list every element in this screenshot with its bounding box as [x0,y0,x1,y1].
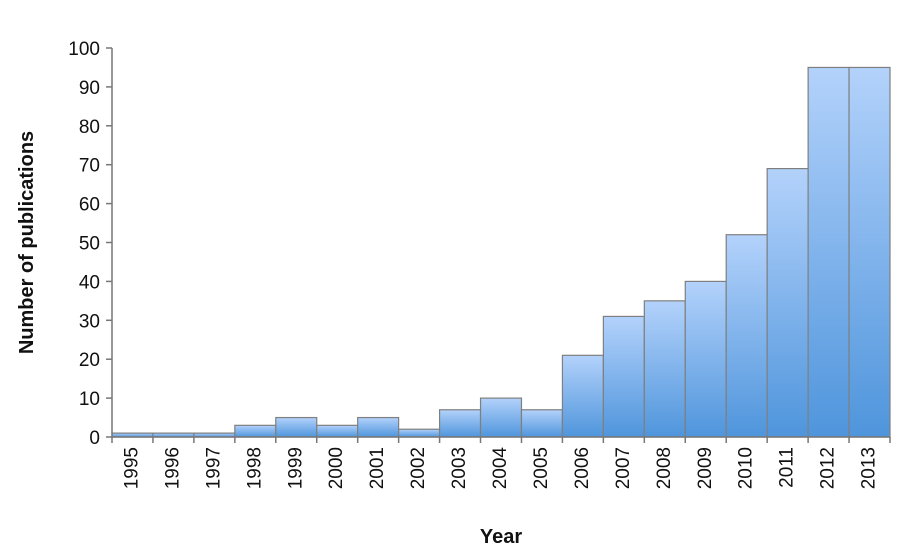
bar-2008 [643,300,686,438]
x-tick-label: 2012 [818,447,839,489]
bar-1999 [275,416,318,438]
x-tick-label: 2000 [326,447,347,489]
x-tick-label: 1998 [244,447,265,489]
y-tick-label: 80 [79,117,100,138]
x-tick-label: 2002 [408,447,429,489]
bar-2006 [561,354,604,438]
y-tick-label: 70 [79,156,100,177]
y-tick-label: 40 [79,272,100,293]
x-tick-label: 2008 [654,447,675,489]
bar-2002 [398,428,441,438]
x-tick-label: 1995 [121,447,142,489]
bar-2001 [357,416,400,438]
y-tick-label: 90 [79,78,100,99]
x-ticks: 1995 1996 1997 1998 1999 2000 2001 2002 2003 2004… [111,437,891,490]
x-tick-label: 2005 [531,447,552,489]
x-tick-label: 2010 [736,447,757,489]
bar-2003 [438,409,482,438]
bar-2011 [766,167,809,438]
y-axis-title: Number of publications [16,131,38,354]
x-tick-label: 2007 [613,447,634,489]
x-tick-label: 2004 [490,447,511,490]
x-axis-title: Year [480,526,522,548]
y-tick-label: 0 [89,428,100,449]
bar-2004 [479,397,523,438]
y-tick-label: 50 [79,234,100,255]
y-tick-label: 20 [79,350,100,371]
y-ticks: 0 10 20 30 40 50 60 70 80 90 100 [68,39,112,449]
x-tick-label: 2011 [777,447,798,488]
bar-2000 [316,424,359,438]
bar-2010 [725,234,768,438]
bars-layer [111,66,891,438]
x-tick-label: 2003 [449,447,470,489]
x-tick-label: 2001 [367,447,388,489]
bar-1998 [234,424,277,438]
bar-2012 [807,66,850,438]
y-tick-label: 100 [68,39,100,60]
x-tick-label: 2009 [695,447,716,489]
x-tick-label: 1996 [162,447,183,489]
bar-2009 [684,280,727,438]
x-tick-label: 1999 [285,447,306,489]
x-tick-label: 2006 [572,447,593,489]
y-tick-label: 60 [79,195,100,216]
y-tick-label: 30 [79,311,100,332]
x-tick-label: 1997 [203,447,224,489]
bar-2007 [602,315,645,438]
x-tick-label: 2013 [859,447,880,489]
bar-2005 [520,409,564,438]
y-tick-label: 10 [79,389,100,410]
bar-2013 [848,66,891,438]
